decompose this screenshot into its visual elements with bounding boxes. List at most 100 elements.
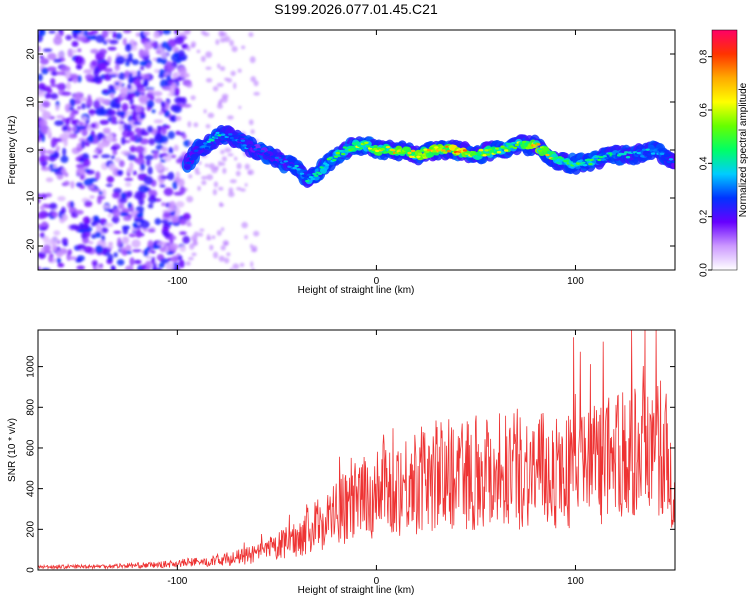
- ridge-blob: [317, 172, 323, 176]
- ridge-blob: [294, 164, 299, 168]
- ridge-blob: [233, 136, 238, 140]
- noise-blob: [124, 182, 132, 187]
- noise-blob: [42, 48, 53, 52]
- noise-blob: [57, 51, 65, 60]
- noise-blob: [62, 147, 67, 157]
- ridge-blob: [564, 159, 570, 162]
- noise-blob: [103, 89, 109, 93]
- noise-blob: [221, 156, 227, 162]
- noise-blob: [253, 80, 259, 87]
- noise-blob: [106, 175, 115, 183]
- noise-blob: [120, 136, 126, 146]
- noise-blob: [133, 222, 138, 229]
- noise-blob: [176, 159, 183, 164]
- noise-blob: [45, 149, 55, 155]
- noise-blob: [38, 193, 41, 198]
- ridge-blob: [450, 147, 455, 150]
- ridge-blob: [383, 151, 389, 154]
- noise-blob: [158, 262, 165, 268]
- ridge-blob: [444, 145, 450, 148]
- noise-blob: [209, 244, 214, 251]
- noise-blob: [161, 126, 167, 136]
- noise-blob: [190, 41, 197, 47]
- ridge-blob: [228, 133, 233, 136]
- y-tick-label: 200: [26, 521, 37, 538]
- ridge-blob: [324, 163, 330, 167]
- noise-blob: [102, 127, 111, 135]
- noise-blob: [81, 231, 87, 240]
- ridge-blob: [622, 152, 627, 156]
- noise-blob: [171, 216, 180, 223]
- noise-blob: [106, 245, 114, 249]
- noise-blob: [160, 102, 166, 109]
- noise-blob: [154, 218, 162, 226]
- noise-blob: [129, 145, 137, 153]
- noise-blob: [127, 131, 135, 137]
- ridge-blob: [188, 158, 194, 161]
- noise-blob: [144, 260, 153, 270]
- noise-blob: [132, 170, 137, 176]
- ridge-blob: [443, 151, 448, 154]
- noise-blob: [79, 157, 84, 162]
- ridge-blob: [254, 150, 260, 154]
- noise-blob: [45, 177, 54, 183]
- noise-blob: [162, 86, 172, 91]
- noise-blob: [166, 75, 172, 81]
- noise-blob: [74, 55, 84, 65]
- ridge-blob: [441, 149, 446, 152]
- noise-blob: [187, 256, 194, 261]
- noise-blob: [83, 69, 93, 74]
- colorbar-label: Normalized spectral amplitude: [738, 82, 749, 217]
- ridge-blob: [518, 142, 523, 145]
- noise-blob: [59, 31, 64, 36]
- noise-blob: [224, 147, 232, 153]
- ridge-blob: [185, 166, 190, 169]
- noise-blob: [67, 48, 74, 58]
- ridge-blob: [321, 164, 326, 167]
- noise-blob: [128, 75, 134, 84]
- noise-blob: [127, 202, 132, 209]
- noise-blob: [139, 60, 148, 67]
- ridge-blob: [607, 152, 613, 155]
- noise-blob: [149, 194, 155, 200]
- x-tick-label: 100: [567, 576, 584, 587]
- noise-blob: [127, 123, 132, 132]
- noise-blob: [95, 244, 103, 254]
- noise-blob: [110, 145, 119, 151]
- noise-blob: [86, 185, 95, 190]
- noise-blob: [38, 73, 43, 82]
- ridge-blob: [416, 155, 421, 158]
- noise-blob: [38, 156, 46, 163]
- noise-blob: [226, 78, 233, 83]
- noise-blob: [123, 216, 132, 222]
- noise-blob: [234, 156, 238, 161]
- noise-blob: [169, 115, 178, 123]
- noise-blob: [188, 174, 193, 179]
- noise-blob: [147, 203, 154, 209]
- noise-blob: [69, 73, 79, 79]
- noise-blob: [126, 250, 132, 255]
- noise-blob: [97, 132, 105, 139]
- noise-blob: [67, 249, 73, 255]
- noise-blob: [111, 265, 116, 270]
- ridge-blob: [495, 147, 500, 150]
- noise-blob: [241, 45, 246, 50]
- ridge-blob: [502, 147, 507, 150]
- noise-blob: [175, 115, 182, 121]
- noise-blob: [236, 187, 242, 191]
- noise-blob: [175, 201, 185, 208]
- noise-blob: [107, 109, 117, 116]
- noise-blob: [139, 220, 150, 229]
- noise-blob: [94, 231, 102, 238]
- noise-blob: [39, 147, 46, 156]
- noise-blob: [135, 32, 140, 37]
- ridge-blob: [319, 166, 324, 169]
- noise-blob: [165, 262, 175, 270]
- noise-blob: [193, 231, 200, 238]
- noise-blob: [76, 36, 86, 42]
- noise-blob: [121, 249, 128, 256]
- noise-blob: [61, 167, 67, 175]
- noise-blob: [168, 78, 175, 82]
- noise-blob: [196, 49, 201, 54]
